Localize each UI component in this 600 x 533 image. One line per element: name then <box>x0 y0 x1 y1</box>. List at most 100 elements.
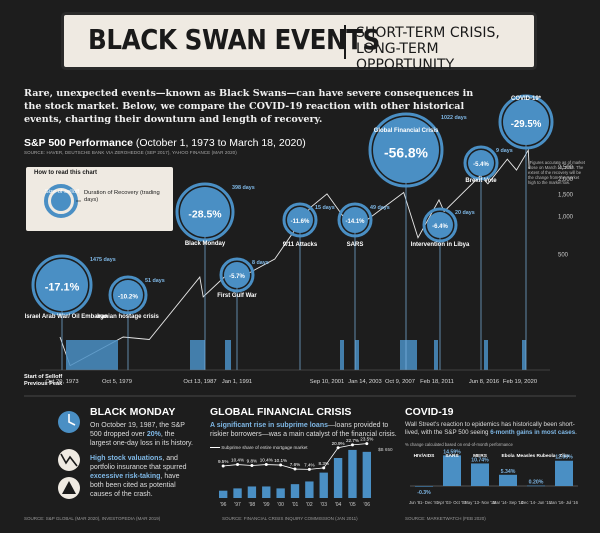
event-marker: -28.5% 398 days Black Monday Oct 13, 1987 <box>175 182 255 385</box>
gfc-share-label: 20.9% <box>332 441 345 446</box>
event-selloff-bar <box>355 340 359 370</box>
event-selloff-bar <box>66 340 96 370</box>
event-marker: -14.1% 49 days SARS Jan 14, 2003 <box>337 202 390 385</box>
gfc-title: GLOBAL FINANCIAL CRISIS <box>210 406 352 418</box>
covid-bar <box>555 460 573 486</box>
intro-text: Rare, unexpected events—known as Black S… <box>24 88 474 125</box>
event-selloff-bar <box>522 340 526 370</box>
covid-pct-label: 0.20% <box>529 480 544 486</box>
subtitle-line-1: SHORT-TERM CRISIS, <box>356 25 500 41</box>
event-date-label: Oct 29, 1973 <box>45 379 78 385</box>
event-date-label: Feb 18, 2011 <box>420 379 454 385</box>
howto-size-label: Size of selloff <box>44 189 80 195</box>
event-selloff-bar <box>434 340 438 370</box>
event-selloff-circle <box>224 262 250 288</box>
legend-line-icon <box>210 447 220 449</box>
howto-title: How to read this chart <box>34 170 98 176</box>
event-drop-label: -14.1% <box>345 219 365 225</box>
event-name-label: Black Monday <box>185 241 226 247</box>
event-date-label: Feb 19, 2020 <box>503 379 537 385</box>
gfc-share-label: 23.5% <box>360 437 373 442</box>
page-subtitle: SHORT-TERM CRISIS, LONG-TERM OPPORTUNITY <box>356 25 534 73</box>
gfc-share-label: 7.6% <box>290 462 300 467</box>
event-duration-ring <box>219 257 255 293</box>
gfc-share-label: 10.4% <box>231 458 244 463</box>
covid-text-hl: 6-month gains in most cases <box>490 429 576 436</box>
covid-text-end: . <box>575 429 577 436</box>
gfc-legend-label: Subprime share of entire mortgage market <box>221 445 308 450</box>
covid-epidemic-name: Measles Rubeola <box>517 453 556 459</box>
gfc-bar <box>333 458 343 498</box>
event-duration-ring <box>498 94 554 150</box>
covid-bar <box>471 463 489 486</box>
event-date-label: Oct 13, 1987 <box>183 379 216 385</box>
event-date-label: Oct 5, 1979 <box>102 379 132 385</box>
event-drop-label: -28.5% <box>188 209 222 221</box>
bm-t1-end: , the largest one-day loss in its histor… <box>90 431 193 447</box>
event-marker: -6.4% 20 days Intervention in Libya Feb 18,… <box>411 207 475 385</box>
gfc-share-point <box>350 443 354 447</box>
gfc-bar <box>219 490 228 498</box>
title-divider <box>344 25 346 59</box>
gfc-year-label: '04 <box>335 502 342 508</box>
event-selloff-bar <box>400 340 417 370</box>
event-days-label: 8 days <box>252 260 269 266</box>
event-selloff-circle <box>468 150 494 176</box>
covid-caption: % change calculated based on end-of-mont… <box>405 442 513 447</box>
event-selloff-bar <box>225 340 231 370</box>
covid-epidemic-name: Ebola <box>501 453 514 459</box>
event-duration-ring <box>368 112 444 188</box>
event-selloff-circle <box>287 207 313 233</box>
gfc-bar <box>362 451 371 498</box>
event-date-label: Jan 1, 1991 <box>222 379 252 385</box>
gfc-share-label: 7.4% <box>304 462 314 467</box>
covid-epidemic-name: HIV/AIDS <box>414 453 436 459</box>
covid-date-label: Jun '81- Dec '81 <box>409 500 440 505</box>
event-marker: -11.6% 15 days 9/11 Attacks Sep 10, 2001 <box>282 202 344 385</box>
event-selloff-bar <box>340 340 344 370</box>
bm-t2-end: , have both been cited as potential caus… <box>90 473 180 498</box>
event-selloff-bar <box>190 340 205 370</box>
covid-date-label: Dec '14- Jun '15 <box>521 500 552 505</box>
black-monday-text-1: On October 19, 1987, the S&P 500 dropped… <box>90 421 195 448</box>
event-drop-label: -5.4% <box>473 162 489 168</box>
event-drop-label: -56.8% <box>384 144 428 160</box>
gfc-share-point <box>221 464 225 468</box>
black-monday-title: BLACK MONDAY <box>90 406 176 418</box>
event-name-label: First Gulf War <box>217 293 257 299</box>
event-drop-label: -6.4% <box>432 224 448 230</box>
gfc-source: SOURCE: FINANCIAL CRISIS INQUIRY COMMISS… <box>222 516 358 521</box>
covid-text-body: Wall Street's reaction to epidemics has … <box>405 421 575 436</box>
event-duration-ring <box>422 207 458 243</box>
event-selloff-circle <box>36 259 88 311</box>
covid-note: *Figures accurate as of market close on … <box>528 160 586 185</box>
event-duration-ring <box>337 202 373 238</box>
gfc-year-label: '05 <box>349 502 356 508</box>
gfc-y-axis-label: $B 650 <box>378 447 393 452</box>
covid-pct-label: 5.34% <box>501 469 516 475</box>
gfc-share-point <box>250 464 254 468</box>
gfc-year-label: '03 <box>320 502 327 508</box>
event-selloff-circle <box>113 280 143 310</box>
covid-bar <box>527 485 545 487</box>
event-days-label: 1475 days <box>90 257 116 263</box>
y-tick-label: 2,500 <box>558 165 574 171</box>
chart-source: SOURCE: HAVER, DEUTSCHE BANK VIA ZEROHED… <box>24 150 237 155</box>
event-duration-ring <box>175 182 235 242</box>
event-duration-ring <box>282 202 318 238</box>
gfc-bar <box>290 484 300 498</box>
gfc-year-label: '01 <box>292 502 299 508</box>
covid-pct-label: -0.3% <box>417 490 431 496</box>
event-marker: -29.5% COVID-19* Feb 19, 2020 <box>498 94 554 385</box>
covid-date-label: Apr '03- Oct '03 <box>438 500 468 505</box>
event-selloff-circle <box>427 212 453 238</box>
covid-epidemic-name: SARS <box>445 453 459 459</box>
event-days-label: 1022 days <box>441 115 467 121</box>
subtitle-line-2: LONG-TERM OPPORTUNITY <box>356 41 455 73</box>
covid-epidemic-name: MERS <box>473 453 488 459</box>
gfc-share-label: 10.4% <box>260 458 273 463</box>
event-duration-ring <box>108 275 148 315</box>
gfc-share-label: 22.7% <box>346 438 359 443</box>
black-monday-panel: BLACK MONDAY On October 19, 1987, the S&… <box>90 406 195 499</box>
gfc-bar <box>262 486 271 498</box>
